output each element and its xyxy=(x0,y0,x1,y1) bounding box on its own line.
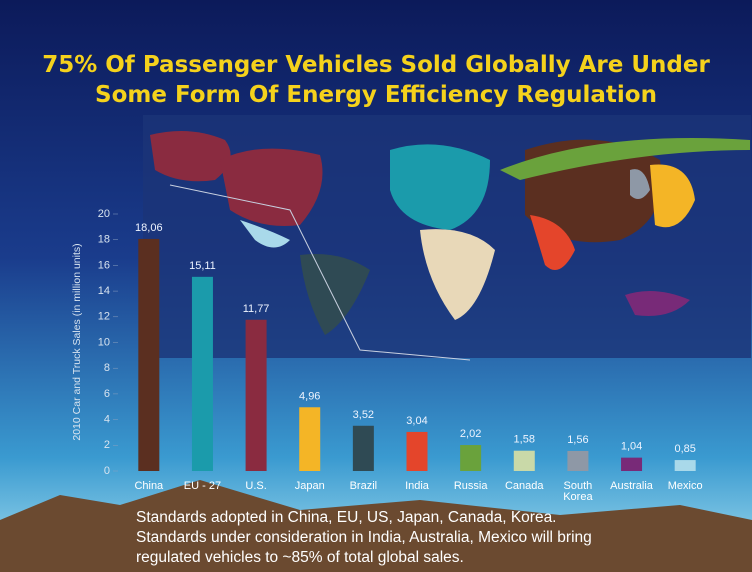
bar xyxy=(674,460,696,471)
x-tick-label: EU - 27 xyxy=(183,480,222,492)
x-tick-label: South Korea xyxy=(563,480,593,503)
y-tick-label: 14 xyxy=(98,285,110,297)
x-tick-label: Australia xyxy=(610,480,653,492)
world-map xyxy=(150,131,750,361)
value-label: 15,11 xyxy=(189,260,216,272)
y-axis-label: 2010 Car and Truck Sales (in million uni… xyxy=(71,243,83,440)
x-tick-label: Brazil xyxy=(349,480,378,492)
y-tick-label: 10 xyxy=(98,336,110,348)
x-tick-label: India xyxy=(405,480,429,492)
bar xyxy=(406,431,428,471)
value-label: 4,96 xyxy=(299,390,320,402)
y-tick-label: 20 xyxy=(98,208,110,220)
y-tick-label: 8 xyxy=(104,362,110,374)
y-tick-label: 16 xyxy=(98,259,110,271)
bar xyxy=(299,407,321,471)
footnote-line: Standards under consideration in India, … xyxy=(136,529,592,546)
value-label: 0,85 xyxy=(674,443,695,455)
footnote-line: Standards adopted in China, EU, US, Japa… xyxy=(136,509,557,526)
bar xyxy=(621,457,643,471)
bar xyxy=(191,276,213,471)
value-label: 18,06 xyxy=(135,222,163,234)
bar xyxy=(513,450,535,471)
bar xyxy=(460,445,482,471)
y-tick-label: 4 xyxy=(104,414,110,426)
value-label: 11,77 xyxy=(243,303,270,315)
x-tick-label: U.S. xyxy=(245,480,267,492)
y-tick-label: 18 xyxy=(98,234,110,246)
y-tick-label: 0 xyxy=(104,465,110,477)
value-label: 1,58 xyxy=(514,434,535,446)
value-label: 3,04 xyxy=(406,415,427,427)
bar xyxy=(138,238,160,471)
title-line: 75% Of Passenger Vehicles Sold Globally … xyxy=(42,52,710,78)
y-tick-label: 12 xyxy=(98,311,110,323)
x-tick-label: Japan xyxy=(294,480,325,492)
bar xyxy=(352,425,374,471)
y-tick-label: 6 xyxy=(104,388,110,400)
bar xyxy=(245,319,267,471)
y-tick-label: 2 xyxy=(104,439,110,451)
bar xyxy=(567,450,589,471)
x-tick-label: China xyxy=(134,480,164,492)
mountains xyxy=(0,480,752,572)
value-label: 1,56 xyxy=(567,434,588,446)
value-label: 3,52 xyxy=(353,409,374,421)
title-line: Some Form Of Energy Efficiency Regulatio… xyxy=(95,82,657,108)
value-label: 1,04 xyxy=(621,441,642,453)
x-tick-label: Mexico xyxy=(667,480,703,492)
x-tick-label: Russia xyxy=(453,480,488,492)
value-label: 2,02 xyxy=(460,428,481,440)
footnote-line: regulated vehicles to ~85% of total glob… xyxy=(136,549,464,566)
x-tick-label: Canada xyxy=(504,480,544,492)
